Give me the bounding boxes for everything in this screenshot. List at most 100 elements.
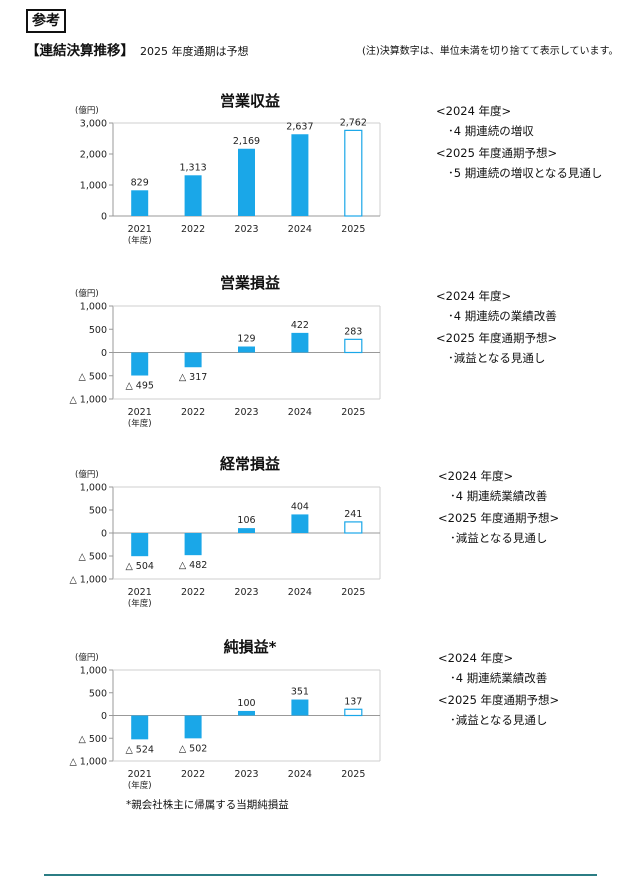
chart-title-operating: 営業損益 bbox=[219, 274, 280, 292]
page-title-row: 【連結決算推移】 2025 年度通期は予想 bbox=[26, 39, 249, 59]
y-tick-label: 1,000 bbox=[80, 483, 107, 494]
bar-2022 bbox=[184, 352, 202, 368]
bar-2024 bbox=[291, 514, 309, 533]
comment-net-item-2024: ･4 期連続業績改善 bbox=[450, 671, 548, 685]
comment-net: <2024 年度> ･4 期連続業績改善 <2025 年度通期予想> ･減益とな… bbox=[438, 648, 559, 730]
y-tick-label: 0 bbox=[101, 348, 107, 359]
x-tick-label: 2024 bbox=[288, 407, 312, 418]
x-tick-label: 2025 bbox=[341, 407, 365, 418]
x-unit-label: (年度) bbox=[128, 598, 152, 609]
comment-operating-item-2025: ･減益となる見通し bbox=[448, 351, 546, 365]
bar-2023 bbox=[238, 346, 255, 353]
x-tick-label: 2023 bbox=[234, 407, 258, 418]
y-tick-label: 0 bbox=[101, 529, 107, 540]
data-label: 100 bbox=[237, 698, 255, 709]
comment-revenue-head-2025: <2025 年度通期予想> bbox=[436, 146, 558, 160]
comment-ordinary-head-2025: <2025 年度通期予想> bbox=[438, 511, 560, 525]
comment-operating-item-2024: ･4 期連続の業績改善 bbox=[448, 309, 557, 323]
y-tick-label: 0 bbox=[101, 711, 107, 722]
x-tick-label: 2023 bbox=[234, 224, 258, 235]
chart-title-revenue: 営業収益 bbox=[219, 92, 280, 110]
bar-2022 bbox=[184, 175, 202, 216]
y-tick-label: 1,000 bbox=[80, 302, 107, 313]
data-label: △ 317 bbox=[179, 372, 207, 383]
comment-revenue-head-2024: <2024 年度> bbox=[436, 104, 512, 118]
x-tick-label: 2021 bbox=[128, 407, 152, 418]
data-label: 2,637 bbox=[286, 121, 313, 132]
y-tick-label: 2,000 bbox=[80, 150, 107, 161]
x-tick-label: 2022 bbox=[181, 769, 205, 780]
x-tick-label: 2025 bbox=[341, 224, 365, 235]
x-tick-label: 2025 bbox=[341, 587, 365, 598]
bar-2022 bbox=[184, 715, 202, 739]
y-tick-label: 0 bbox=[101, 212, 107, 223]
data-label: 829 bbox=[131, 177, 149, 188]
data-label: 2,169 bbox=[233, 136, 260, 147]
data-label: 241 bbox=[344, 509, 362, 520]
data-label: △ 504 bbox=[125, 561, 153, 572]
x-unit-label: (年度) bbox=[128, 418, 152, 429]
y-unit-label: (億円) bbox=[75, 105, 99, 116]
comment-operating: <2024 年度> ･4 期連続の業績改善 <2025 年度通期予想> ･減益と… bbox=[436, 286, 557, 368]
data-label: 2,762 bbox=[340, 117, 367, 128]
data-label: 137 bbox=[344, 696, 362, 707]
comment-revenue: <2024 年度> ･4 期連続の増収 <2025 年度通期予想> ･5 期連続… bbox=[436, 101, 602, 183]
data-label: △ 482 bbox=[179, 560, 207, 571]
comment-ordinary-item-2024: ･4 期連続業績改善 bbox=[450, 489, 548, 503]
x-tick-label: 2024 bbox=[288, 224, 312, 235]
reference-label: 参考 bbox=[26, 9, 66, 33]
y-unit-label: (億円) bbox=[75, 469, 99, 480]
data-label: 422 bbox=[291, 320, 309, 331]
comment-ordinary-item-2025: ･減益となる見通し bbox=[450, 531, 548, 545]
comment-ordinary-head-2024: <2024 年度> bbox=[438, 469, 514, 483]
x-unit-label: (年度) bbox=[128, 780, 152, 791]
y-unit-label: (億円) bbox=[75, 652, 99, 663]
y-tick-label: 1,000 bbox=[80, 666, 107, 677]
y-tick-label: △ 1,000 bbox=[69, 575, 107, 586]
y-tick-label: △ 500 bbox=[79, 734, 107, 745]
x-tick-label: 2022 bbox=[181, 224, 205, 235]
comment-revenue-item-2024: ･4 期連続の増収 bbox=[448, 124, 534, 138]
y-tick-label: △ 1,000 bbox=[69, 395, 107, 406]
x-tick-label: 2021 bbox=[128, 769, 152, 780]
x-tick-label: 2025 bbox=[341, 769, 365, 780]
data-label: 283 bbox=[344, 326, 362, 337]
bar-forecast-2025 bbox=[344, 129, 363, 217]
y-tick-label: △ 500 bbox=[79, 552, 107, 563]
data-label: △ 502 bbox=[179, 743, 207, 754]
bar-2024 bbox=[291, 134, 309, 216]
x-tick-label: 2022 bbox=[181, 587, 205, 598]
bar-2023 bbox=[238, 710, 255, 716]
x-tick-label: 2024 bbox=[288, 587, 312, 598]
y-tick-label: 500 bbox=[89, 506, 107, 517]
bar-2021 bbox=[131, 190, 149, 216]
bar-2024 bbox=[291, 699, 309, 716]
x-tick-label: 2023 bbox=[234, 769, 258, 780]
data-label: 1,313 bbox=[179, 162, 206, 173]
x-unit-label: (年度) bbox=[128, 235, 152, 246]
comment-net-head-2025: <2025 年度通期予想> bbox=[438, 693, 560, 707]
bar-2022 bbox=[184, 533, 202, 556]
x-tick-label: 2021 bbox=[128, 587, 152, 598]
comment-net-head-2024: <2024 年度> bbox=[438, 651, 514, 665]
chart-title-net: 純損益* bbox=[223, 638, 277, 656]
bar-2021 bbox=[131, 533, 149, 557]
y-tick-label: △ 1,000 bbox=[69, 757, 107, 768]
comment-revenue-item-2025: ･5 期連続の増収となる見通し bbox=[448, 166, 603, 180]
bottom-rule bbox=[44, 874, 597, 876]
data-label: 106 bbox=[237, 515, 255, 526]
bar-2021 bbox=[131, 715, 149, 740]
y-tick-label: 3,000 bbox=[80, 119, 107, 130]
comment-ordinary: <2024 年度> ･4 期連続業績改善 <2025 年度通期予想> ･減益とな… bbox=[438, 466, 559, 548]
y-unit-label: (億円) bbox=[75, 288, 99, 299]
x-tick-label: 2024 bbox=[288, 769, 312, 780]
chart-title-ordinary: 経常損益 bbox=[219, 455, 280, 473]
bar-2021 bbox=[131, 352, 149, 376]
comment-operating-head-2025: <2025 年度通期予想> bbox=[436, 331, 558, 345]
y-tick-label: 500 bbox=[89, 325, 107, 336]
footnote: *親会社株主に帰属する当期純損益 bbox=[126, 799, 289, 811]
rounding-note: (注)決算数字は、単位未満を切り捨てて表示しています。 bbox=[362, 46, 619, 57]
